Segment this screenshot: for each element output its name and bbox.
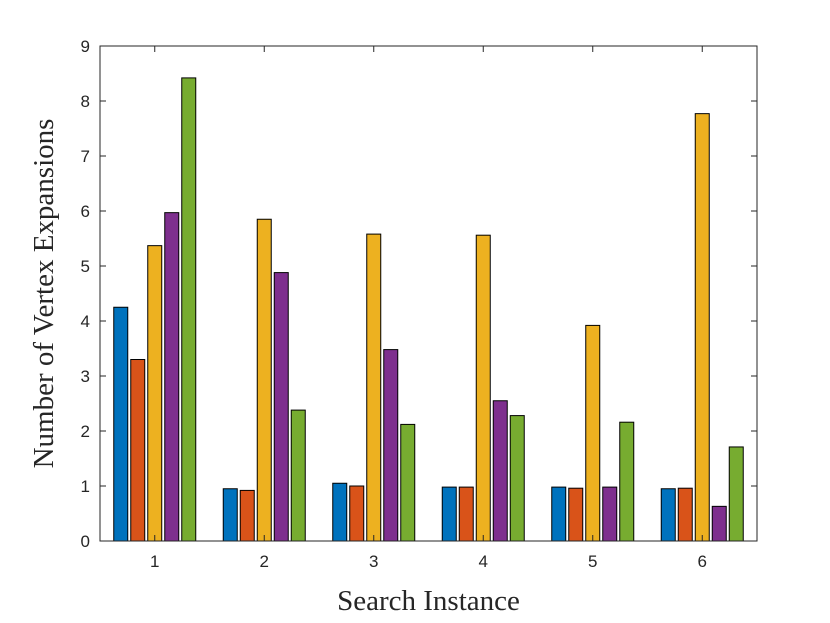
x-tick-label: 1 (150, 552, 159, 571)
y-tick-label: 0 (81, 532, 90, 551)
y-tick-label: 7 (81, 147, 90, 166)
bar-series-5-instance-5 (619, 421, 635, 542)
bar-series-3-instance-6 (694, 113, 710, 542)
y-tick-label: 8 (81, 92, 90, 111)
y-tick-label: 4 (81, 312, 90, 331)
bar-series-2-instance-2 (239, 489, 255, 542)
y-tick-label: 9 (81, 37, 90, 56)
y-tick-label: 6 (81, 202, 90, 221)
bar-series-2-instance-3 (349, 485, 365, 542)
y-axis-title: Number of Vertex Expansions (28, 119, 60, 469)
bar-series-1-instance-2 (222, 488, 238, 542)
bar-series-3-instance-2 (256, 218, 272, 542)
bar-series-5-instance-6 (728, 446, 744, 542)
bar-series-2-instance-4 (458, 486, 474, 542)
y-tick-label: 2 (81, 422, 90, 441)
bar-series-5-instance-3 (400, 423, 416, 542)
y-tick-label: 3 (81, 367, 90, 386)
y-axis: 0 1 2 3 4 5 6 7 8 9 (81, 37, 757, 551)
y-tick-label: 1 (81, 477, 90, 496)
bar-series-2-instance-5 (568, 487, 584, 542)
bar-series-3-instance-5 (585, 324, 601, 542)
bar-series-5-instance-2 (290, 409, 306, 542)
bar-series-5-instance-4 (509, 415, 525, 542)
bar-series-1-instance-5 (551, 486, 567, 542)
x-axis: 1 2 3 4 5 6 (150, 46, 707, 571)
bar-series-4-instance-3 (383, 349, 399, 542)
bar-series-3-instance-4 (475, 234, 491, 542)
x-tick-label: 3 (369, 552, 378, 571)
bar-series-1-instance-1 (113, 306, 129, 542)
bar-series-1-instance-3 (332, 482, 348, 542)
bar-series-4-instance-2 (273, 272, 289, 542)
bar-series-4-instance-1 (164, 212, 180, 542)
x-tick-label: 5 (588, 552, 597, 571)
y-tick-label: 5 (81, 257, 90, 276)
bar-series-1-instance-6 (660, 488, 676, 542)
bar-series-2-instance-6 (677, 487, 693, 542)
bar-series-3-instance-3 (366, 233, 382, 542)
plot-area-frame (99, 45, 758, 542)
x-tick-label: 6 (698, 552, 707, 571)
x-tick-label: 4 (479, 552, 488, 571)
bar-series-4-instance-6 (711, 505, 727, 542)
bar-series-5-instance-1 (181, 77, 197, 542)
bar-series-2-instance-1 (130, 359, 146, 542)
bars-group (113, 77, 744, 542)
x-axis-title: Search Instance (337, 585, 520, 617)
bar-series-4-instance-4 (492, 400, 508, 542)
x-tick-label: 2 (260, 552, 269, 571)
bar-series-3-instance-1 (147, 245, 163, 542)
bar-series-4-instance-5 (602, 486, 618, 542)
bar-series-1-instance-4 (441, 486, 457, 542)
